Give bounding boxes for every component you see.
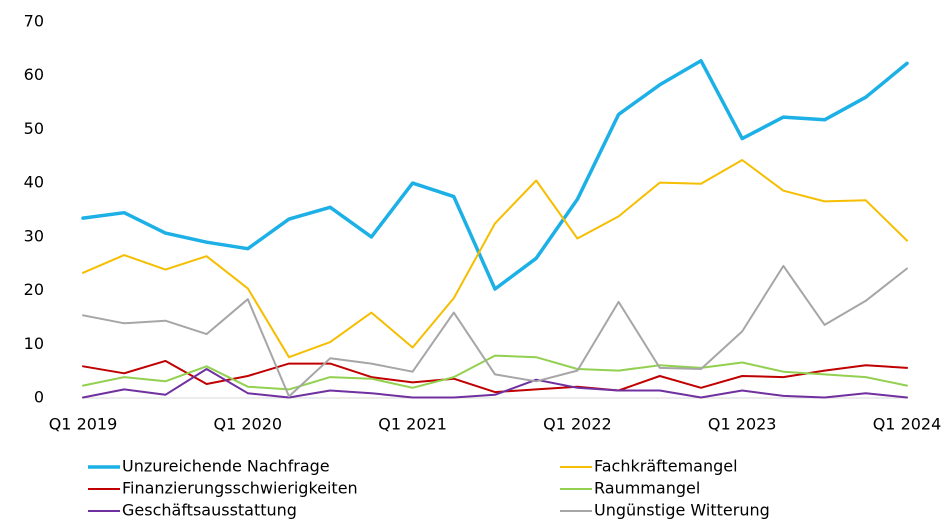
y-tick-label: 10 xyxy=(24,334,44,353)
series-line xyxy=(82,368,908,399)
x-tick-label: Q1 2022 xyxy=(543,415,612,434)
legend-label: Raummangel xyxy=(594,479,700,498)
x-tick-label: Q1 2024 xyxy=(873,415,942,434)
y-tick-label: 50 xyxy=(24,119,44,138)
y-tick-label: 70 xyxy=(24,12,44,31)
legend-label: Fachkräftemangel xyxy=(594,457,738,476)
x-tick-label: Q1 2021 xyxy=(378,415,447,434)
legend-label: Unzureichende Nachfrage xyxy=(122,457,330,476)
series-line xyxy=(82,159,908,359)
y-tick-label: 30 xyxy=(24,226,44,245)
y-tick-label: 60 xyxy=(24,65,44,84)
legend-label: Finanzierungsschwierigkeiten xyxy=(122,479,358,498)
legend-label: Geschäftsausstattung xyxy=(122,501,297,520)
y-tick-label: 20 xyxy=(24,280,44,299)
series-line xyxy=(81,58,909,291)
series-line xyxy=(82,354,908,391)
x-tick-label: Q1 2019 xyxy=(49,415,118,434)
x-tick-label: Q1 2020 xyxy=(214,415,283,434)
y-tick-label: 0 xyxy=(34,388,44,407)
y-tick-label: 40 xyxy=(24,173,44,192)
legend-label: Ungünstige Witterung xyxy=(594,501,770,520)
series-line xyxy=(82,359,908,394)
series-line xyxy=(82,264,908,398)
x-tick-label: Q1 2023 xyxy=(708,415,777,434)
